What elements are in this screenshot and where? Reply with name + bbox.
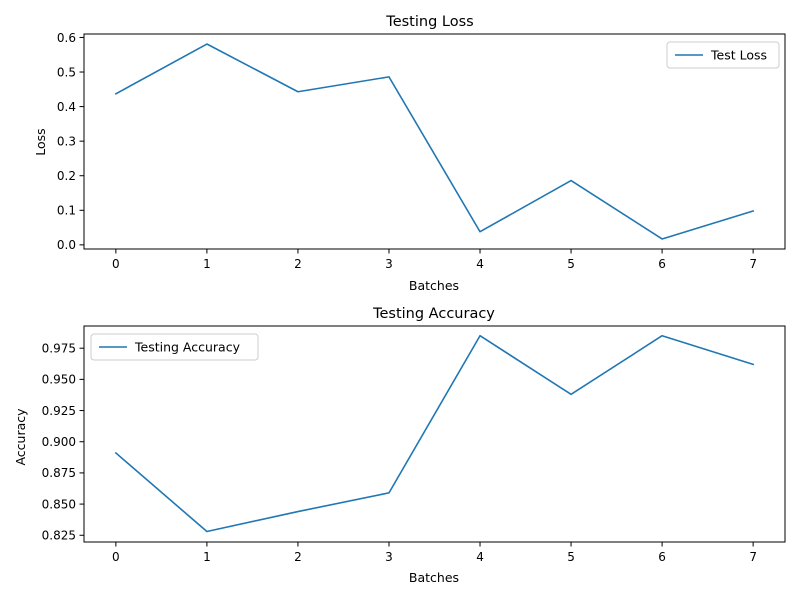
loss-y-tick-label: 0.4: [57, 100, 76, 114]
accuracy-legend-box: [90, 333, 259, 361]
accuracy-legend: Testing Accuracy: [90, 333, 259, 361]
loss-x-tick-label: 2: [294, 257, 302, 271]
accuracy-plot-frame: [83, 325, 786, 543]
accuracy-x-tick-label: 0: [112, 550, 120, 564]
accuracy-y-tick-label: 0.850: [42, 497, 76, 511]
accuracy-subplot: Testing Accuracy Batches Accuracy 0 1 2 3 4 5…: [13, 306, 786, 585]
accuracy-y-tick-label: 0.950: [42, 373, 76, 387]
loss-x-tick-label: 4: [476, 257, 484, 271]
accuracy-x-axis-label: Batches: [409, 570, 459, 585]
accuracy-x-tick-label: 7: [749, 550, 757, 564]
loss-x-tick-label: 0: [112, 257, 120, 271]
loss-x-tick-label: 5: [567, 257, 575, 271]
accuracy-x-tick-label: 4: [476, 550, 484, 564]
loss-x-tick-label: 6: [658, 257, 666, 271]
loss-y-tick-label: 0.0: [57, 238, 76, 252]
accuracy-y-tick-label: 0.925: [42, 404, 76, 418]
accuracy-x-tick-label: 6: [658, 550, 666, 564]
loss-x-tick-label: 1: [203, 257, 211, 271]
accuracy-legend-label: Testing Accuracy: [134, 340, 241, 355]
loss-legend-label: Test Loss: [710, 48, 767, 63]
accuracy-x-tick-label: 1: [203, 550, 211, 564]
loss-subplot: Testing Loss Batches Loss 0 1 2 3 4 5 6 7 0.0 0.1…: [33, 14, 786, 293]
loss-y-tick-label: 0.2: [57, 169, 76, 183]
loss-plot-frame: [83, 33, 786, 250]
accuracy-x-tick-label: 5: [567, 550, 575, 564]
loss-x-axis-label: Batches: [409, 278, 459, 293]
accuracy-series: [114, 334, 755, 533]
accuracy-y-tick-label: 0.900: [42, 435, 76, 449]
accuracy-x-tick-label: 3: [385, 550, 393, 564]
accuracy-y-tick-label: 0.875: [42, 466, 76, 480]
accuracy-x-tick-label: 2: [294, 550, 302, 564]
accuracy-chart-title: Testing Accuracy: [372, 306, 495, 322]
loss-series-line: [114, 43, 755, 240]
accuracy-y-tick-label: 0.975: [42, 341, 76, 355]
loss-y-tick-label: 0.5: [57, 65, 76, 79]
accuracy-series-line: [114, 334, 755, 533]
accuracy-ticks: 0 1 2 3 4 5 6 7 0.825 0.850 0.875 0.900 0.925 0.950 0.…: [42, 341, 757, 564]
loss-y-axis-label: Loss: [33, 128, 48, 155]
accuracy-y-tick-label: 0.825: [42, 529, 76, 543]
loss-x-tick-label: 7: [749, 257, 757, 271]
loss-y-tick-label: 0.1: [57, 204, 76, 218]
accuracy-y-axis-label: Accuracy: [13, 408, 28, 466]
loss-ticks: 0 1 2 3 4 5 6 7 0.0 0.1 0.2 0.3 0.4 0.5 0.6: [57, 31, 757, 271]
loss-legend-box: [666, 41, 780, 69]
loss-chart-title: Testing Loss: [385, 14, 473, 30]
loss-legend: Test Loss: [666, 41, 780, 69]
loss-series: [114, 43, 755, 240]
loss-y-tick-label: 0.3: [57, 134, 76, 148]
loss-x-tick-label: 3: [385, 257, 393, 271]
loss-y-tick-label: 0.6: [57, 31, 76, 45]
